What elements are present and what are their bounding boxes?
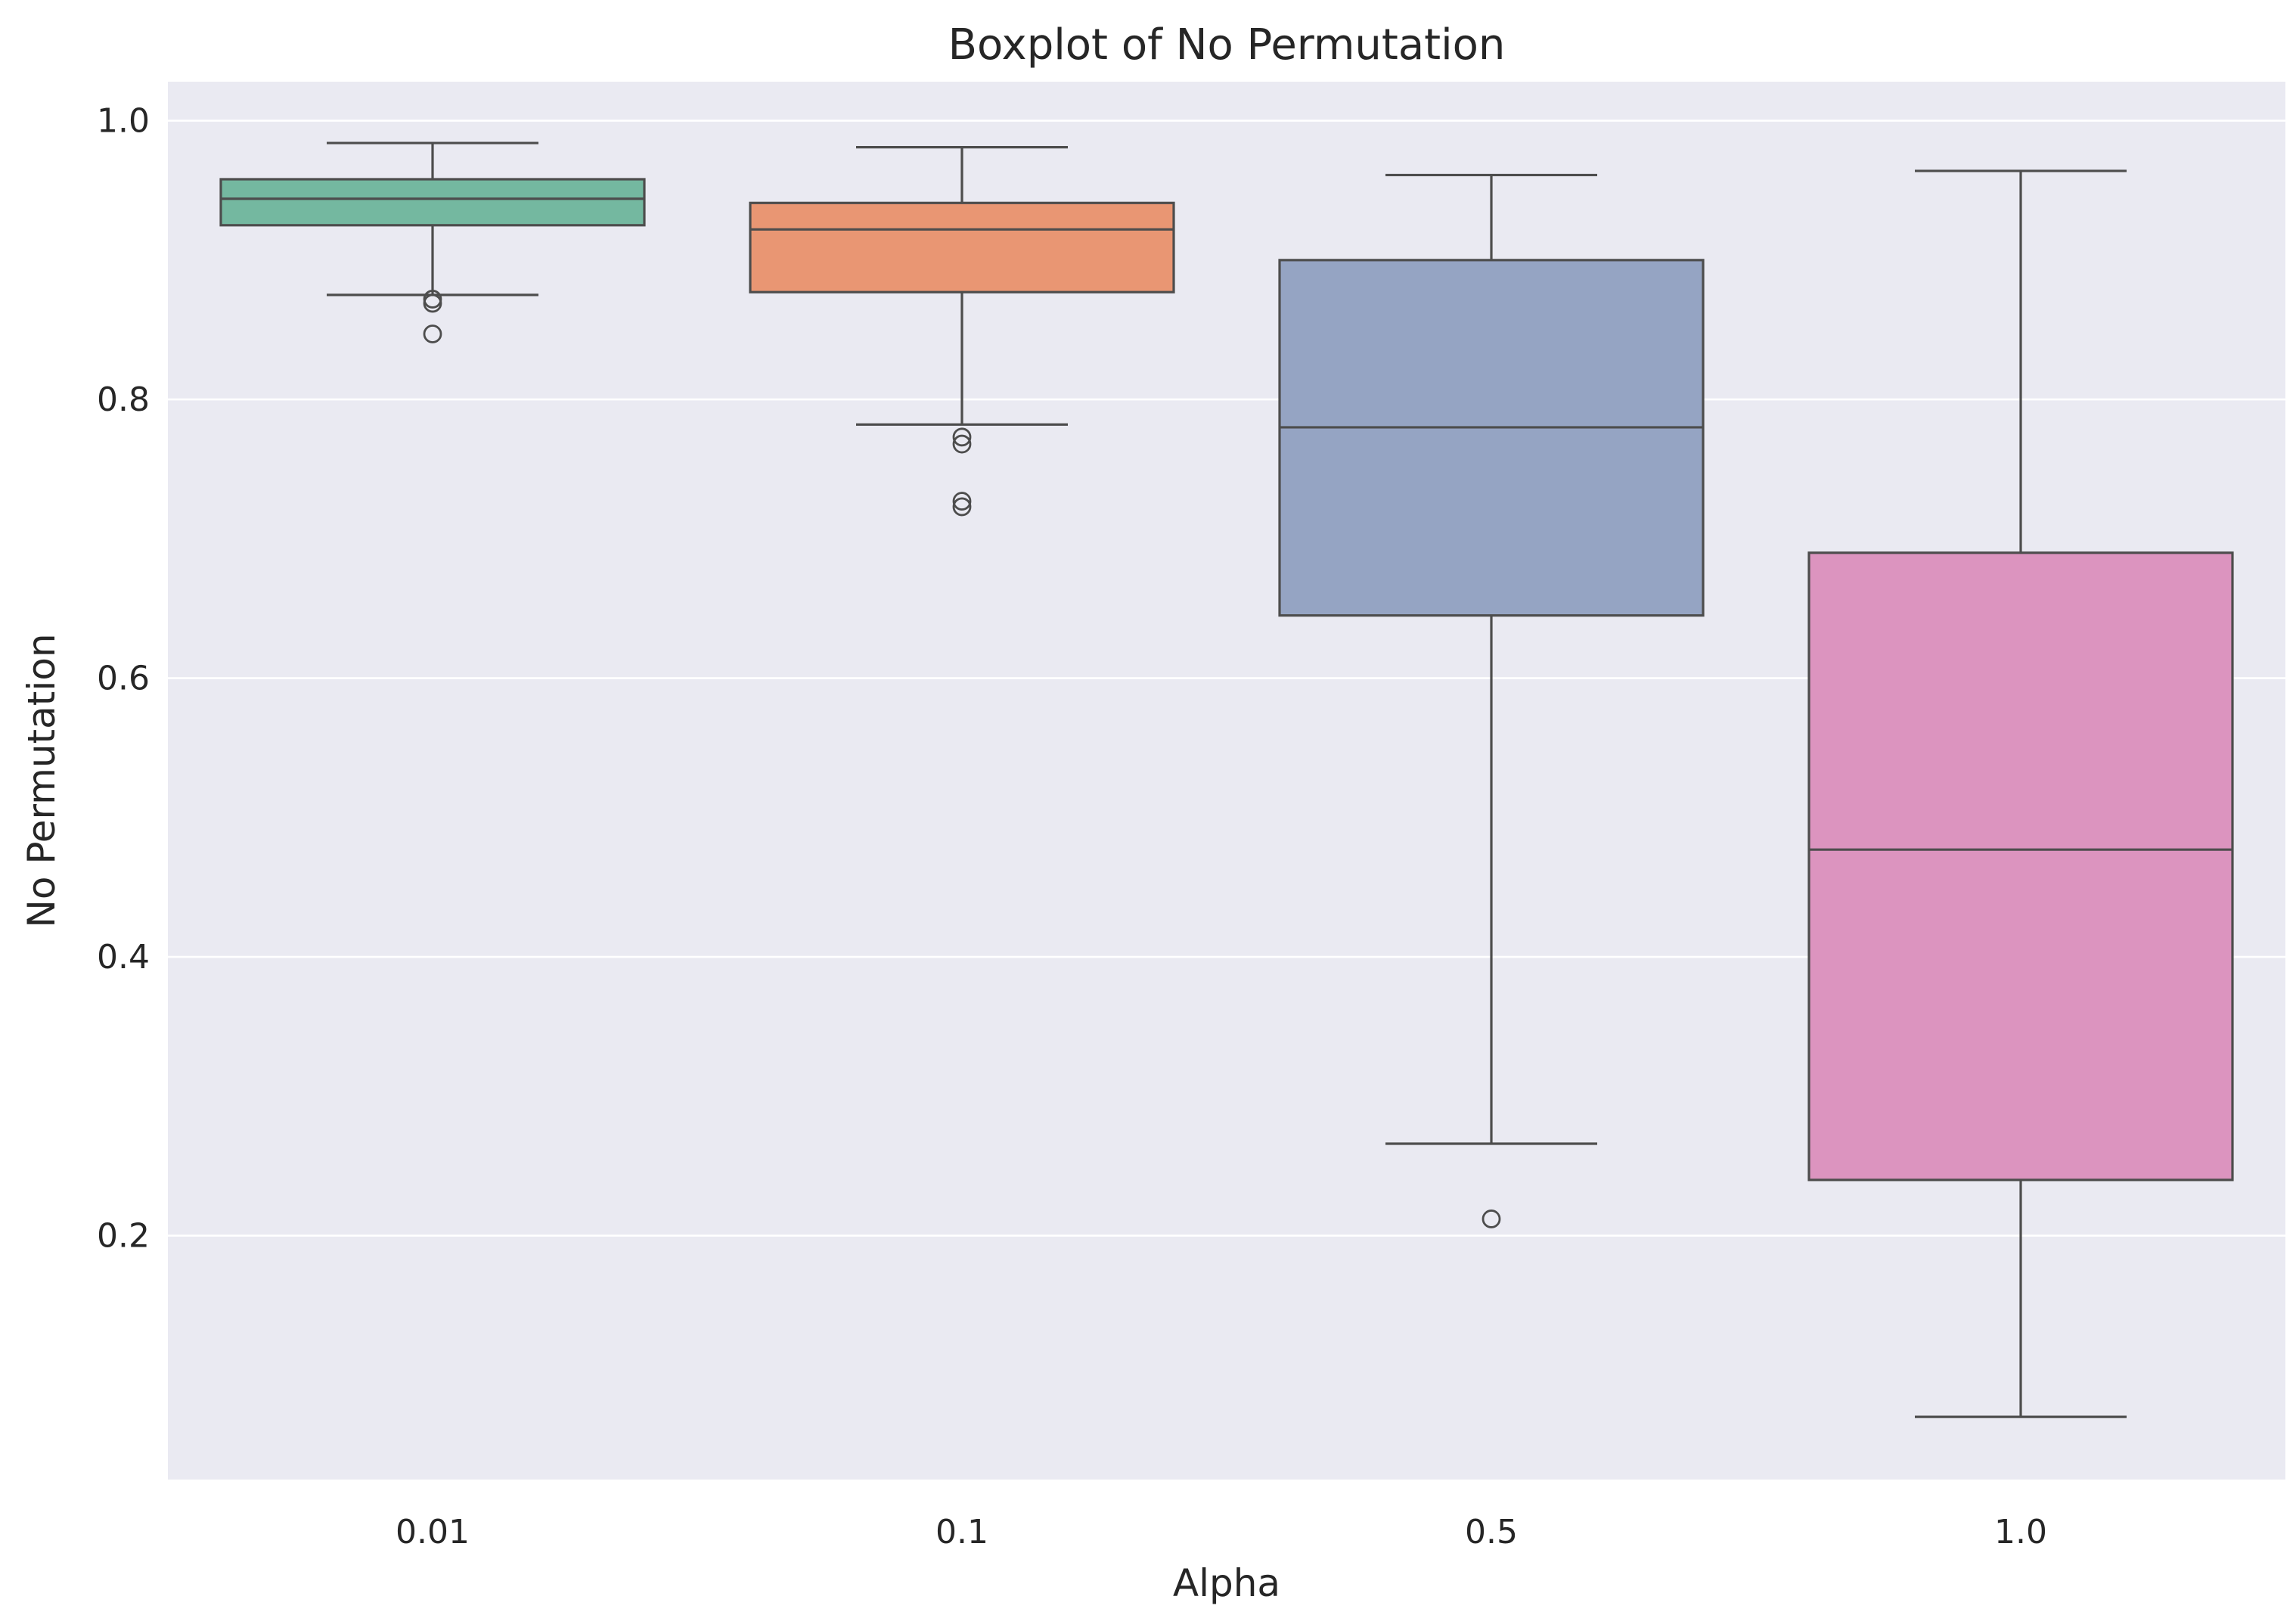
chart-title: Boxplot of No Permutation <box>948 20 1506 70</box>
x-tick-label: 0.5 <box>1465 1513 1518 1551</box>
box-group <box>749 145 1175 517</box>
outlier-point <box>423 293 442 313</box>
y-axis-label: No Permutation <box>20 633 64 927</box>
box-group <box>1278 173 1705 1228</box>
outlier-point <box>952 427 972 447</box>
y-tick-label: 0.2 <box>97 1217 150 1256</box>
y-tick-labels: 0.2 0.4 0.6 0.8 1.0 <box>97 102 150 1256</box>
outlier-point <box>952 492 972 511</box>
outlier-point <box>952 497 972 517</box>
box-iqr <box>1278 259 1705 617</box>
x-tick-label: 0.01 <box>396 1513 470 1551</box>
outlier-point <box>423 325 442 343</box>
box-iqr <box>749 201 1175 293</box>
y-tick-label: 0.8 <box>97 380 150 419</box>
x-tick-label: 1.0 <box>1994 1513 2047 1551</box>
box-group <box>219 141 646 343</box>
y-tick-label: 1.0 <box>97 102 150 141</box>
outlier-point <box>952 434 972 454</box>
box-iqr <box>1807 551 2234 1182</box>
y-tick-label: 0.6 <box>97 660 150 698</box>
x-tick-labels: 0.01 0.1 0.5 1.0 <box>396 1513 2047 1551</box>
box-group <box>1807 169 2234 1418</box>
x-tick-label: 0.1 <box>935 1513 988 1551</box>
box-iqr <box>219 178 646 227</box>
boxes <box>219 141 2234 1418</box>
y-tick-label: 0.4 <box>97 938 150 977</box>
outlier-point <box>1482 1210 1501 1228</box>
x-axis-label: Alpha <box>1173 1561 1280 1605</box>
